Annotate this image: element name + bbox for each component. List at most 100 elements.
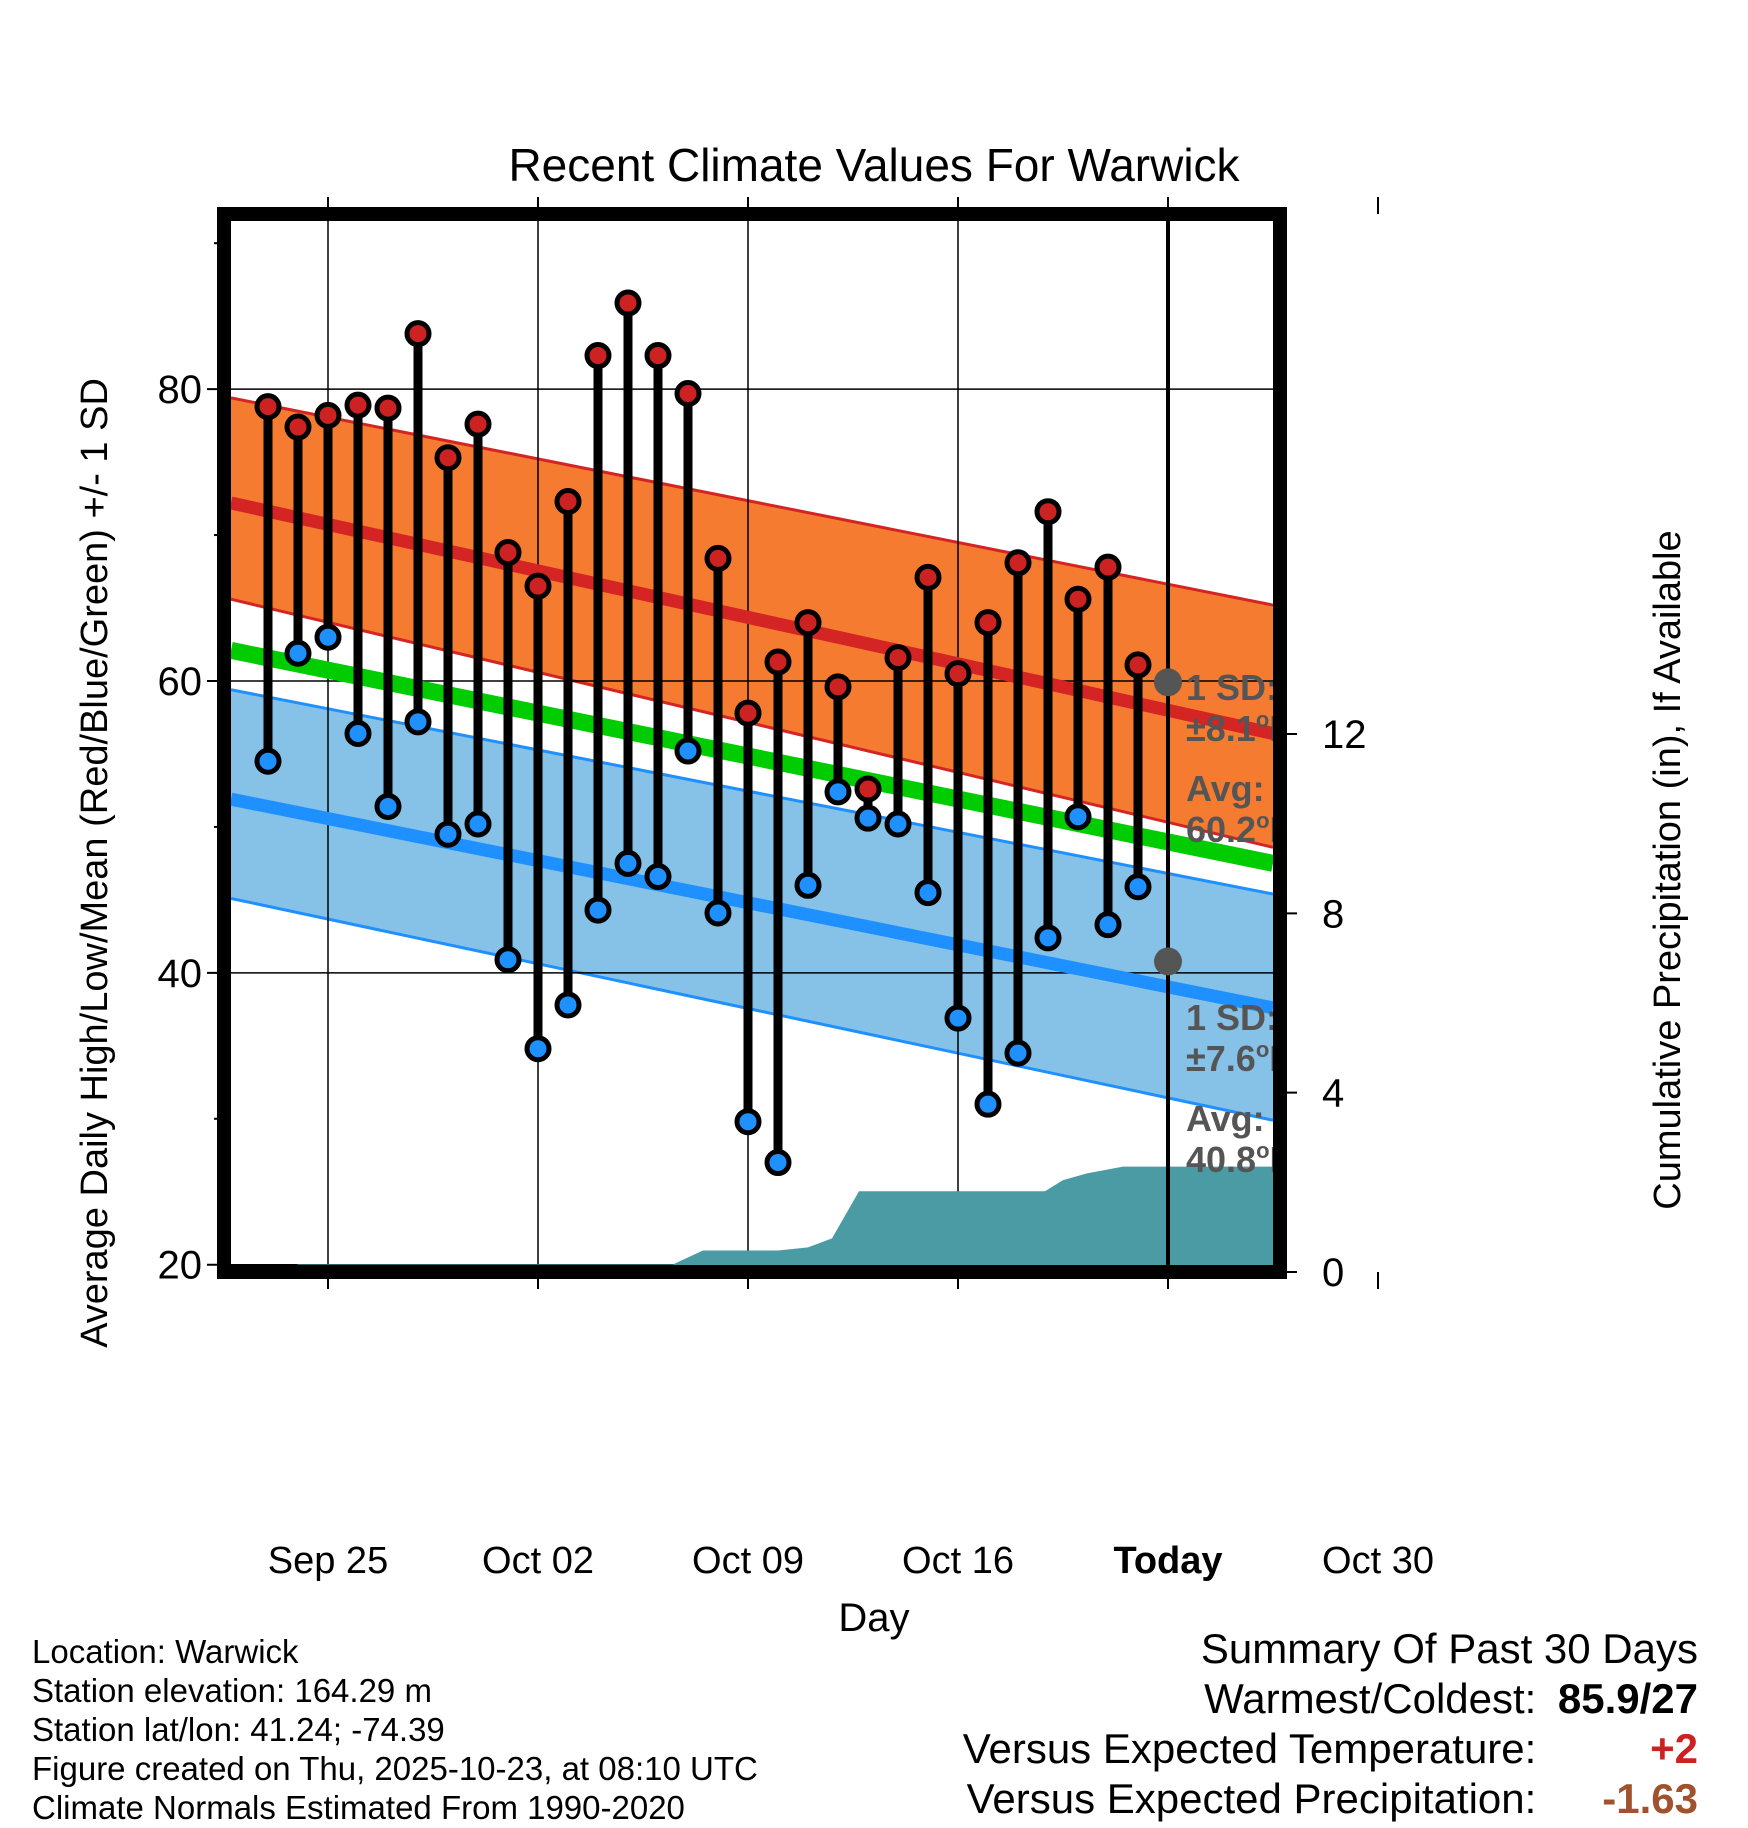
daily-low-point (374, 792, 402, 820)
daily-low-point (794, 871, 822, 899)
daily-low-point (1004, 1039, 1032, 1067)
low-avg-value: 40.8oF (1186, 1138, 1292, 1180)
y-tick-label: 40 (158, 952, 203, 996)
daily-high-point (794, 609, 822, 637)
daily-high-point (1094, 553, 1122, 581)
chart-title: Recent Climate Values For Warwick (508, 139, 1240, 191)
y2-tick-label: 8 (1322, 892, 1344, 936)
station-info: Location: Warwick Station elevation: 164… (32, 1632, 758, 1827)
daily-high-point (434, 444, 462, 472)
daily-low-point (854, 804, 882, 832)
precip-anomaly-value: -1.63 (1602, 1775, 1698, 1822)
daily-high-point (374, 394, 402, 422)
x-tick-label: Oct 02 (482, 1540, 594, 1582)
y-tick-label: 20 (158, 1244, 203, 1288)
daily-low-point (494, 946, 522, 974)
precip-area (296, 1166, 1273, 1265)
daily-high-point (494, 539, 522, 567)
daily-low-point (464, 810, 492, 838)
warmest-coldest-label: Warmest/Coldest: (1204, 1675, 1537, 1722)
high-sd-value: ±8.1oF (1186, 707, 1291, 749)
daily-high-point (824, 673, 852, 701)
temp-anomaly-label: Versus Expected Temperature: (962, 1725, 1537, 1772)
daily-high-point (524, 572, 552, 600)
daily-high-point (314, 401, 342, 429)
y-tick-label: 60 (158, 660, 203, 704)
y2-tick-label: 0 (1322, 1251, 1344, 1295)
daily-low-point (404, 708, 432, 736)
low-sd-value: ±7.6oF (1186, 1037, 1291, 1079)
x-tick-label: Oct 30 (1322, 1540, 1434, 1582)
y2-tick-label: 12 (1322, 713, 1367, 757)
daily-high-point (734, 699, 762, 727)
daily-high-point (1034, 498, 1062, 526)
y-tick-label: 80 (158, 368, 203, 412)
x-axis-label: Day (838, 1596, 909, 1640)
daily-high-point (854, 775, 882, 803)
x-tick-label: Oct 09 (692, 1540, 804, 1582)
high-avg-label: Avg: (1186, 768, 1265, 809)
daily-high-point (974, 609, 1002, 637)
daily-low-point (1034, 924, 1062, 952)
elevation-text: Station elevation: 164.29 m (32, 1672, 432, 1709)
daily-high-point (554, 487, 582, 515)
daily-low-point (254, 747, 282, 775)
daily-low-point (884, 810, 912, 838)
summary-panel: Summary Of Past 30 Days Warmest/Coldest:… (963, 1624, 1698, 1824)
daily-low-point (1124, 873, 1152, 901)
daily-high-point (1124, 651, 1152, 679)
summary-title: Summary Of Past 30 Days (1200, 1625, 1698, 1672)
daily-high-point (404, 320, 432, 348)
daily-low-point (614, 849, 642, 877)
daily-low-point (1064, 803, 1092, 831)
high-avg-value: 60.2oF (1186, 808, 1292, 850)
high-sd-label: 1 SD: (1186, 667, 1278, 708)
daily-high-point (254, 393, 282, 421)
created-text: Figure created on Thu, 2025-10-23, at 08… (32, 1750, 758, 1787)
window-count-label: 30 (1184, 1378, 1224, 1419)
daily-low-point (344, 720, 372, 748)
precip-anomaly-row: Versus Expected Precipitation: -1.63 (963, 1774, 1698, 1824)
daily-low-point (314, 623, 342, 651)
daily-high-point (644, 342, 672, 370)
daily-high-point (704, 544, 732, 572)
today-low-avg-marker (1154, 947, 1182, 976)
daily-high-point (344, 391, 372, 419)
daily-low-point (644, 863, 672, 891)
low-sd-label: 1 SD: (1186, 997, 1278, 1038)
latlon-text: Station lat/lon: 41.24; -74.39 (32, 1711, 445, 1748)
daily-low-point (284, 639, 312, 667)
normals-text: Climate Normals Estimated From 1990-2020 (32, 1789, 685, 1826)
daily-low-point (1094, 911, 1122, 939)
x-tick-label: Today (1113, 1540, 1222, 1582)
daily-high-point (914, 563, 942, 591)
temp-anomaly-value: +2 (1650, 1725, 1698, 1772)
plot-frame (217, 207, 1287, 1279)
daily-high-point (464, 410, 492, 438)
precip-anomaly-label: Versus Expected Precipitation: (966, 1775, 1537, 1822)
daily-high-point (674, 379, 702, 407)
daily-low-point (554, 991, 582, 1019)
y2-tick-label: 4 (1322, 1072, 1344, 1116)
y-axis-label: Average Daily High/Low/Mean (Red/Blue/Gr… (74, 378, 116, 1348)
low-avg-label: Avg: (1186, 1098, 1265, 1139)
daily-low-point (434, 820, 462, 848)
daily-low-point (524, 1035, 552, 1063)
daily-low-point (674, 737, 702, 765)
x-tick-label: Oct 16 (902, 1540, 1014, 1582)
warmest-coldest-value: 85.9/27 (1557, 1675, 1698, 1722)
y2-axis-label: Cumulative Precipitation (in), If Availa… (1647, 530, 1689, 1209)
daily-low-point (764, 1149, 792, 1177)
daily-high-point (944, 660, 972, 688)
today-high-avg-marker (1154, 668, 1182, 697)
daily-low-point (974, 1090, 1002, 1118)
daily-low-point (584, 896, 612, 924)
daily-high-point (1064, 585, 1092, 613)
daily-high-point (284, 413, 312, 441)
window-unit-label: Days (1184, 1424, 1270, 1465)
daily-high-point (614, 289, 642, 317)
location-text: Location: Warwick (32, 1633, 299, 1670)
daily-low-point (914, 879, 942, 907)
